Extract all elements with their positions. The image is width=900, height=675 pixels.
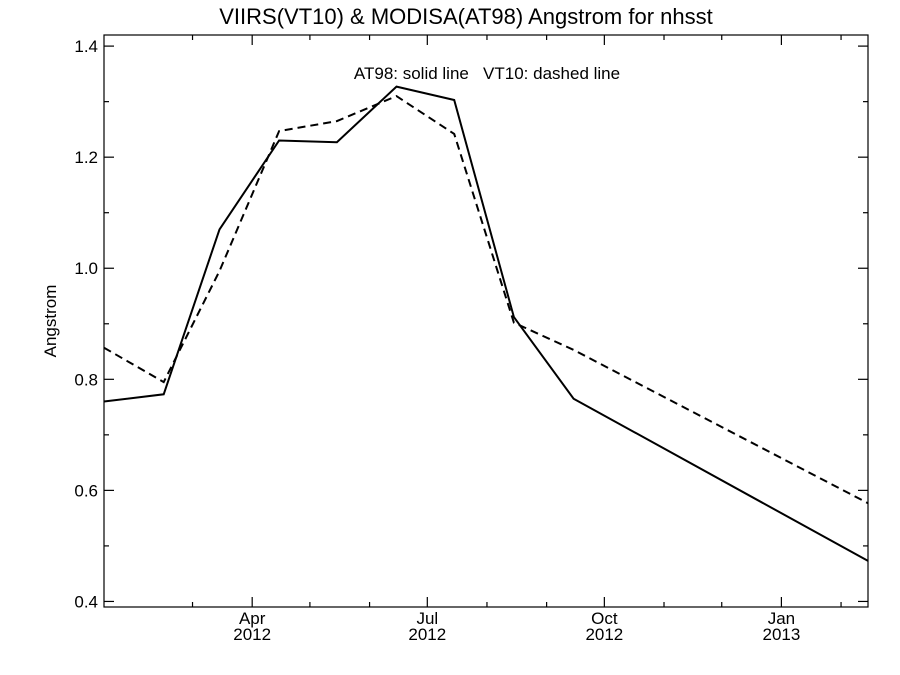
- series-line-vt10-dashed: [103, 94, 869, 505]
- line-style-annotation: AT98: solid line VT10: dashed line: [354, 64, 620, 83]
- x-tick-year-label: 2013: [762, 625, 800, 644]
- y-tick-label: 1.4: [74, 37, 98, 56]
- x-tick-year-label: 2012: [408, 625, 446, 644]
- x-tick-month-label: Jan: [768, 609, 795, 628]
- y-tick-label: 0.6: [74, 481, 98, 500]
- series-line-at98-solid: [103, 85, 869, 562]
- y-tick-label: 1.0: [74, 259, 98, 278]
- data-series: [103, 85, 869, 562]
- x-tick-month-label: Apr: [239, 609, 266, 628]
- plot-frame: [103, 34, 869, 608]
- x-tick-month-label: Jul: [416, 609, 438, 628]
- chart-title: VIIRS(VT10) & MODISA(AT98) Angstrom for …: [219, 4, 713, 29]
- y-tick-label: 1.2: [74, 148, 98, 167]
- axis-ticks: 0.40.60.81.01.21.4Apr2012Jul2012Oct2012J…: [74, 35, 868, 644]
- y-axis-label: Angstrom: [41, 285, 60, 358]
- y-tick-label: 0.8: [74, 370, 98, 389]
- x-tick-month-label: Oct: [591, 609, 618, 628]
- x-tick-year-label: 2012: [233, 625, 271, 644]
- x-tick-year-label: 2012: [585, 625, 623, 644]
- y-tick-label: 0.4: [74, 592, 98, 611]
